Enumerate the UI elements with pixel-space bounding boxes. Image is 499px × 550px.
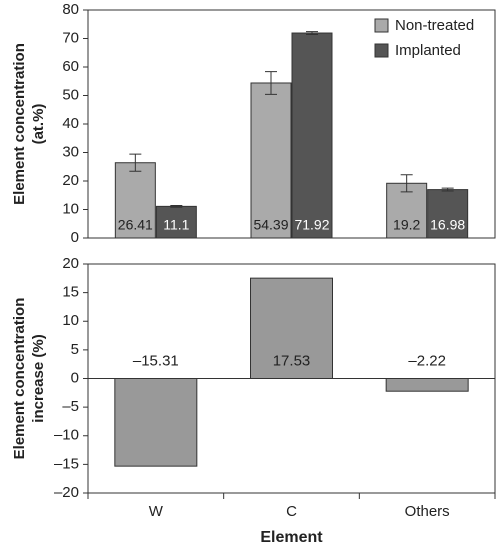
bar <box>250 82 292 239</box>
y-tick-label: 80 <box>62 1 79 18</box>
x-axis-label: Element <box>260 529 323 546</box>
error-bar <box>441 187 454 192</box>
error-bar <box>129 153 142 172</box>
legend-swatch <box>374 43 389 58</box>
y-tick-label: 30 <box>62 143 79 160</box>
x-tick-label: C <box>286 503 297 520</box>
value-label: 11.1 <box>163 217 189 233</box>
value-label: –2.22 <box>408 352 446 369</box>
legend-box <box>369 11 494 65</box>
y-tick-label: 10 <box>62 200 79 217</box>
y-tick-label: –10 <box>54 427 79 444</box>
bar <box>114 378 198 467</box>
bar <box>250 277 333 379</box>
y-axis-label: (at.%) <box>30 104 47 145</box>
x-tick-label: W <box>149 503 164 520</box>
y-tick-label: –15 <box>54 455 79 472</box>
y-tick-label: 70 <box>62 29 79 46</box>
y-tick-label: 15 <box>62 284 79 301</box>
y-tick-label: 20 <box>62 172 79 189</box>
value-label: 26.41 <box>118 217 153 233</box>
bar <box>385 378 469 392</box>
y-tick-label: 10 <box>62 312 79 329</box>
y-tick-label: 60 <box>62 58 79 75</box>
y-axis-label: Element concentration <box>11 298 28 460</box>
legend-swatch <box>374 18 389 33</box>
y-tick-label: 5 <box>71 341 79 358</box>
value-label: 16.98 <box>430 217 465 233</box>
y-tick-label: 0 <box>71 229 79 246</box>
bar <box>114 162 156 239</box>
error-bar <box>265 71 277 95</box>
y-axis-label: increase (%) <box>30 334 47 422</box>
value-label: 17.53 <box>273 352 311 369</box>
x-tick-label: Others <box>405 503 450 520</box>
value-label: 71.92 <box>294 217 329 233</box>
value-label: 54.39 <box>253 217 288 233</box>
y-tick-label: 50 <box>62 86 79 103</box>
y-tick-label: –5 <box>62 398 79 415</box>
bar <box>291 32 333 239</box>
y-tick-label: 40 <box>62 115 79 132</box>
value-label: –15.31 <box>133 352 179 369</box>
y-tick-label: 0 <box>71 369 79 386</box>
legend-label: Implanted <box>395 42 461 59</box>
error-bar <box>170 205 183 208</box>
y-tick-label: –20 <box>54 484 79 501</box>
bar <box>155 205 197 239</box>
error-bar <box>306 31 318 35</box>
y-tick-label: 20 <box>62 255 79 272</box>
legend-label: Non-treated <box>395 17 474 34</box>
bar <box>427 189 469 239</box>
y-axis-label: Element concentration <box>11 43 28 205</box>
value-label: 19.2 <box>393 217 420 233</box>
error-bar <box>400 174 413 193</box>
